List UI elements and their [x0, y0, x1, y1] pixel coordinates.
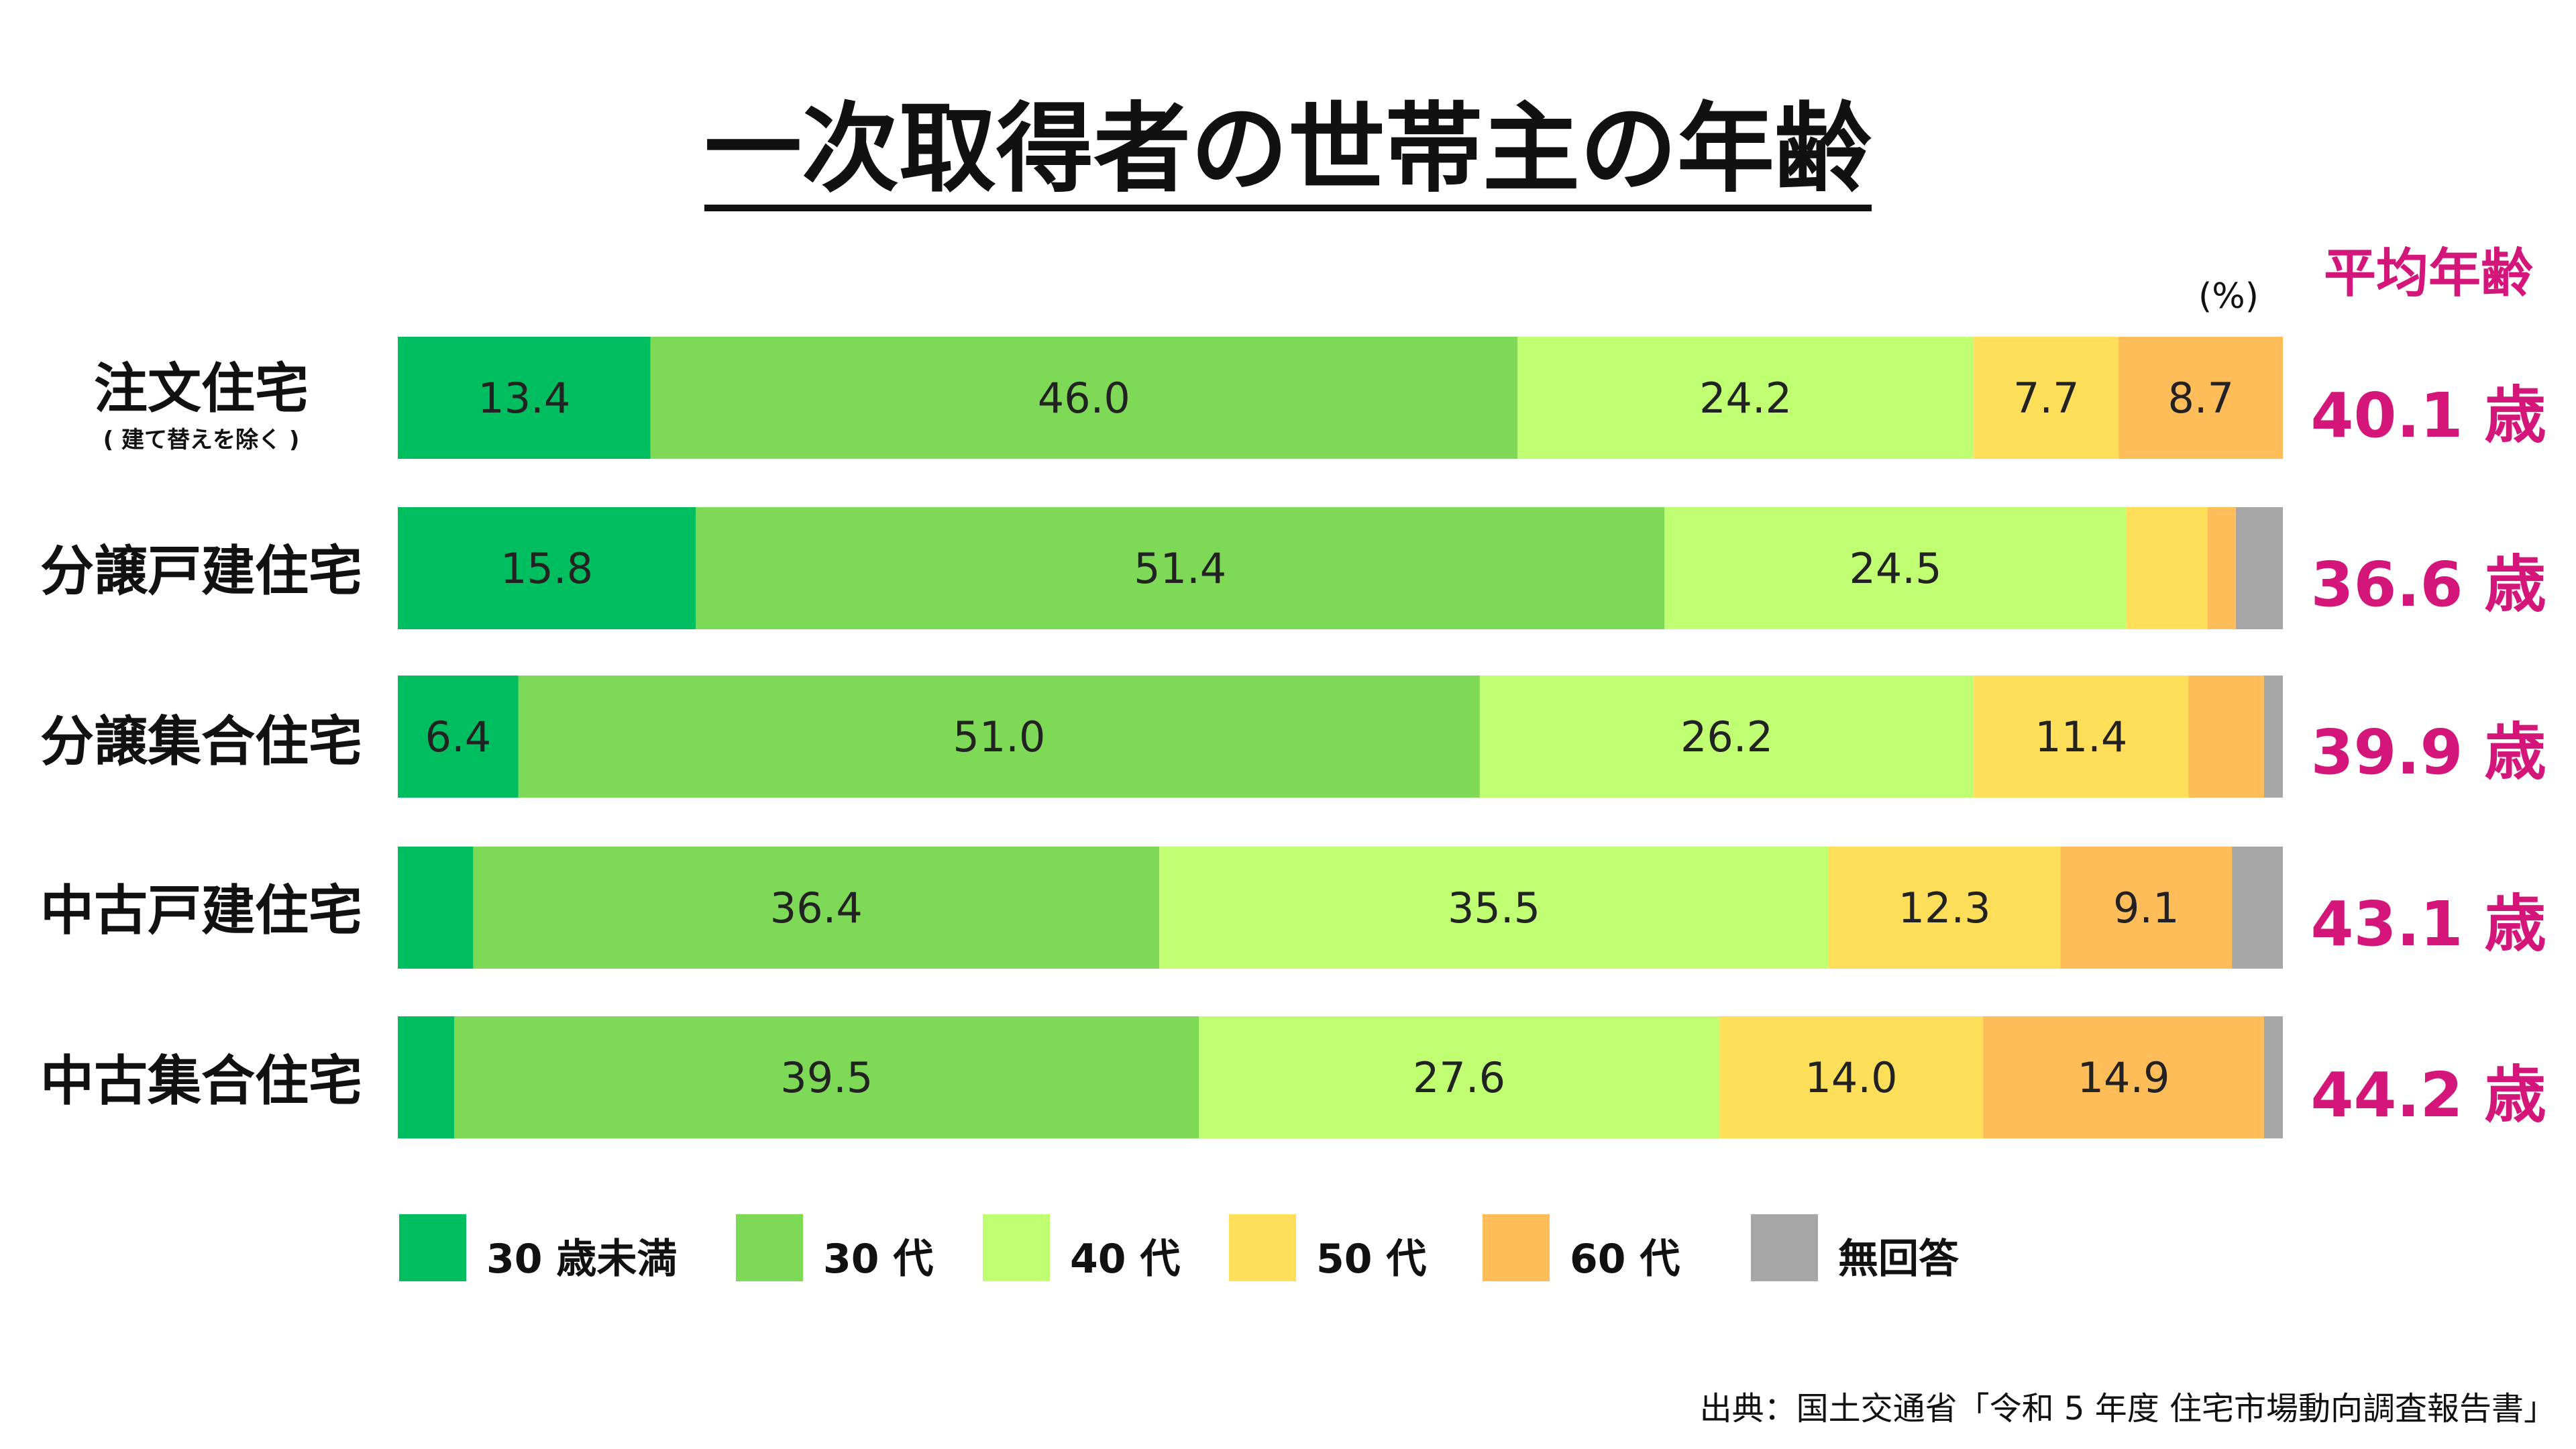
data-label-0-50s: 7.7 [2013, 374, 2080, 423]
average-value-3: 43.1 歳 [2310, 888, 2546, 960]
legend-swatch-under-30 [399, 1214, 466, 1281]
average-value-1: 36.6 歳 [2310, 549, 2546, 621]
legend-label-under-30: 30 歳未満 [486, 1236, 678, 1283]
legend-label-60s: 60 代 [1570, 1236, 1680, 1283]
average-value-0: 40.1 歳 [2310, 380, 2546, 451]
bar-segment-4-40s [1199, 1016, 1719, 1138]
category-label-0: 注文住宅 [94, 358, 309, 420]
bar-segment-2-40s [1479, 676, 1974, 798]
chart-title: 一次取得者の世帯主の年齢 [0, 101, 2576, 211]
data-label-1-30s: 51.4 [1134, 544, 1226, 593]
data-label-0-40s: 24.2 [1699, 374, 1792, 423]
bar-segment-4-50s [1719, 1016, 1984, 1138]
category-label-2: 分譲集合住宅 [40, 710, 362, 773]
data-label-3-60s: 9.1 [2113, 883, 2180, 932]
data-label-1-under-30: 15.8 [500, 544, 593, 593]
legend-swatch-60s [1483, 1214, 1550, 1281]
data-label-2-30s: 51.0 [953, 712, 1045, 761]
bar-segment-2-under-30 [398, 676, 519, 798]
bar-segment-3-50s [1828, 847, 2061, 969]
bar-segment-1-30s [696, 507, 1665, 629]
legend-swatch-40s [983, 1214, 1050, 1281]
bar-segment-3-60s [2060, 847, 2233, 969]
legend-swatch-30s [736, 1214, 803, 1281]
bar-segment-2-30s [518, 676, 1480, 798]
category-label-3: 中古戸建住宅 [40, 879, 362, 942]
bar-segment-3-no-answer [2232, 847, 2283, 969]
data-label-4-40s: 27.6 [1413, 1053, 1505, 1102]
bar-segment-2-no-answer [2263, 676, 2283, 798]
bar-segment-1-under-30 [398, 507, 696, 629]
bar-segment-4-60s [1983, 1016, 2264, 1138]
bar-segment-4-under-30 [398, 1016, 455, 1138]
bar-segment-1-40s [1664, 507, 2127, 629]
legend-label-no-answer: 無回答 [1838, 1236, 1959, 1283]
data-label-0-60s: 8.7 [2167, 374, 2234, 423]
bar-segment-0-under-30 [398, 337, 651, 459]
data-label-2-50s: 11.4 [2035, 712, 2127, 761]
legend-swatch-50s [1229, 1214, 1296, 1281]
data-label-2-40s: 26.2 [1680, 712, 1773, 761]
data-label-2-under-30: 6.4 [425, 712, 492, 761]
bar-segment-0-30s [650, 337, 1518, 459]
bar-segment-0-40s [1517, 337, 1974, 459]
category-label-4: 中古集合住宅 [40, 1050, 362, 1112]
bar-segment-4-30s [454, 1016, 1199, 1138]
bar-segment-1-no-answer [2235, 507, 2284, 629]
category-note-0: ( 建て替えを除く ) [103, 427, 300, 453]
legend-swatch-no-answer [1751, 1214, 1818, 1281]
average-value-2: 39.9 歳 [2310, 716, 2546, 788]
category-label-1: 分譲戸建住宅 [40, 540, 362, 602]
data-label-1-40s: 24.5 [1849, 544, 1941, 593]
unit-label: (%) [2198, 276, 2259, 317]
bar-segment-4-no-answer [2263, 1016, 2283, 1138]
bar-segment-1-60s [2207, 507, 2236, 629]
data-label-4-60s: 14.9 [2078, 1053, 2170, 1102]
bar-segment-2-60s [2188, 676, 2264, 798]
average-age-header: 平均年齢 [2323, 244, 2533, 304]
legend-label-40s: 40 代 [1070, 1236, 1181, 1283]
bar-segment-2-50s [1974, 676, 2189, 798]
legend-label-50s: 50 代 [1316, 1236, 1427, 1283]
bar-segment-1-50s [2126, 507, 2208, 629]
data-label-3-50s: 12.3 [1898, 883, 1991, 932]
average-value-4: 44.2 歳 [2310, 1059, 2546, 1131]
bar-segment-0-60s [2118, 337, 2283, 459]
data-label-0-30s: 46.0 [1038, 374, 1130, 423]
data-label-0-under-30: 13.4 [478, 374, 570, 423]
bar-segment-3-30s [473, 847, 1160, 969]
data-label-3-30s: 36.4 [770, 883, 863, 932]
bar-segment-3-40s [1159, 847, 1829, 969]
bar-segment-3-under-30 [398, 847, 474, 969]
data-label-4-30s: 39.5 [780, 1053, 873, 1102]
data-label-3-40s: 35.5 [1448, 883, 1540, 932]
data-label-4-50s: 14.0 [1805, 1053, 1897, 1102]
source-note: 出典：国土交通省「令和 5 年度 住宅市場動向調査報告書」 [1699, 1390, 2556, 1428]
legend-label-30s: 30 代 [823, 1236, 934, 1283]
bar-segment-0-50s [1974, 337, 2119, 459]
